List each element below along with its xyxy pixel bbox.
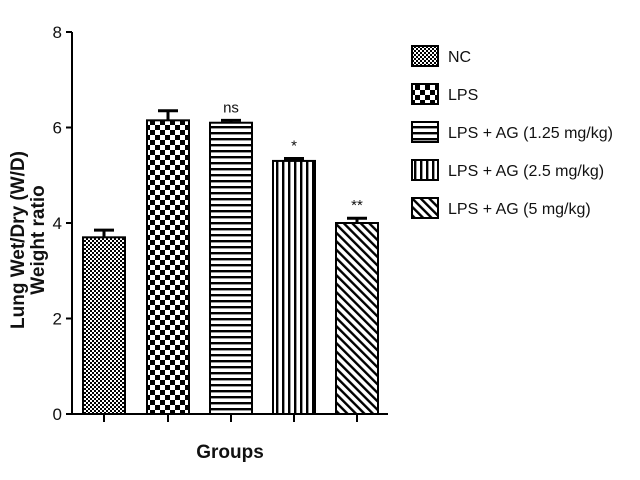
legend-swatch-1 <box>411 83 439 105</box>
significance-label: * <box>291 138 297 155</box>
legend-label-1: LPS <box>448 87 478 104</box>
legend-label-2: LPS + AG (1.25 mg/kg) <box>448 125 613 142</box>
bars <box>82 119 379 416</box>
y-tick-label: 2 <box>53 310 62 329</box>
x-axis-title: Groups <box>196 442 264 463</box>
legend-swatch-3 <box>411 159 439 181</box>
significance-label: ns <box>223 99 239 116</box>
y-axis-title-line2: Weight ratio <box>28 185 49 294</box>
significance-labels: ns*** <box>223 99 363 214</box>
y-axis-title-line1: Lung Wet/Dry (W/D) <box>8 151 29 329</box>
legend-label-3: LPS + AG (2.5 mg/kg) <box>448 163 604 180</box>
bar-1 <box>146 119 190 416</box>
legend-swatch-2 <box>411 121 439 143</box>
legend: NC LPS LPS + AG (1.25 mg/kg) LPS + AG (2.5 … <box>411 45 613 219</box>
legend-label-4: LPS + AG (5 mg/kg) <box>448 201 591 218</box>
bar-4 <box>335 222 379 415</box>
y-ticks: 0 2 4 6 8 <box>53 23 72 424</box>
bar-3 <box>272 159 316 415</box>
legend-label-0: NC <box>448 49 471 66</box>
legend-swatch-4 <box>411 197 439 219</box>
y-tick-label: 4 <box>53 214 62 233</box>
error-bars <box>94 109 367 238</box>
x-ticks <box>103 414 358 422</box>
y-tick-label: 0 <box>53 405 62 424</box>
legend-swatch-0 <box>411 45 439 67</box>
bar-2 <box>209 121 253 415</box>
bar-0 <box>82 236 126 415</box>
significance-label: ** <box>351 197 363 214</box>
y-tick-label: 8 <box>53 23 62 42</box>
y-tick-label: 6 <box>53 119 62 138</box>
